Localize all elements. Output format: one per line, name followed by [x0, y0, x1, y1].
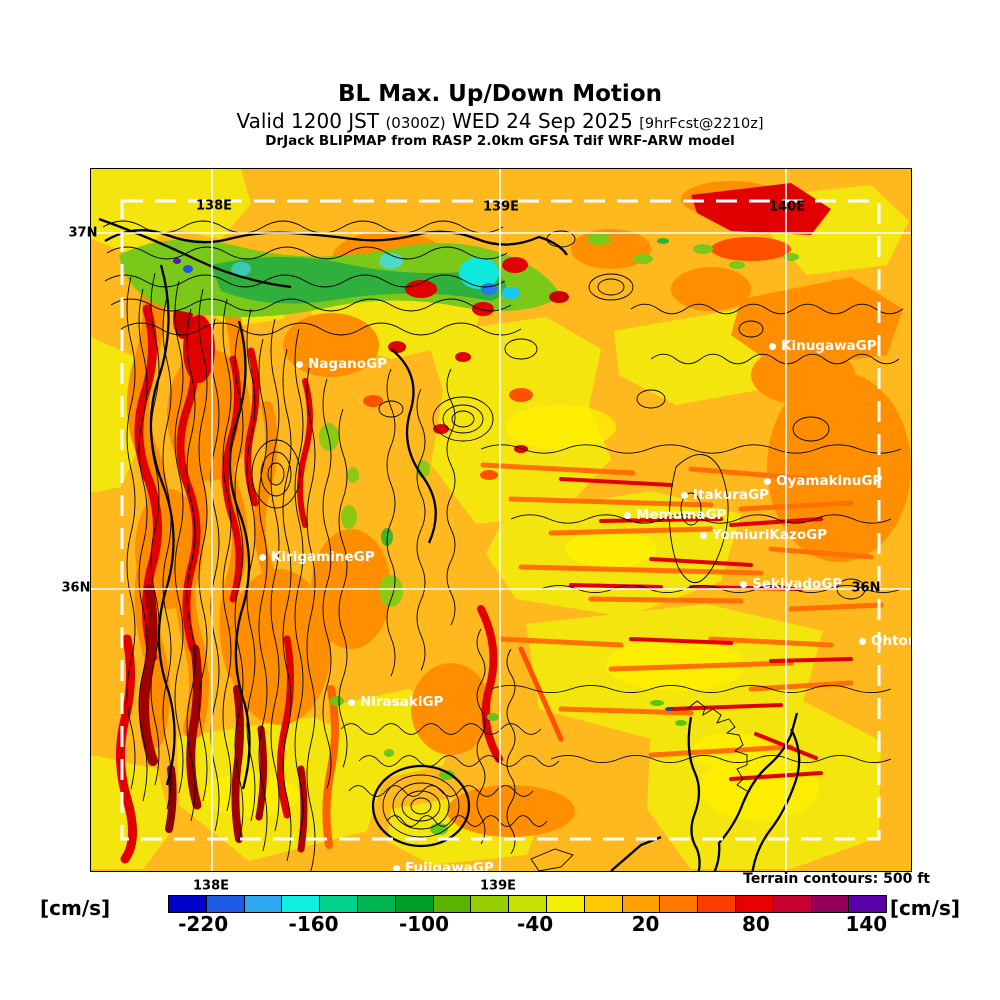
grid-label: 139E	[482, 199, 520, 215]
valid-time-main: Valid 1200 JST	[236, 108, 386, 133]
colorbar-segment	[281, 896, 320, 912]
colorbar-tick: 80	[742, 912, 770, 936]
colorbar-tick: -160	[288, 912, 339, 936]
grid-label: 36N	[61, 580, 91, 596]
station-dot-icon	[296, 360, 303, 368]
blipmap-map: NaganoGP KirigamineGP NirasakiGP FujigawaGP…	[90, 168, 912, 872]
station-label: YomiuriKazoGP	[700, 527, 827, 543]
colorbar-segment	[583, 896, 622, 912]
station-label: NaganoGP	[296, 356, 387, 372]
colorbar-segment	[319, 896, 357, 912]
grid-label: 36N	[851, 580, 881, 596]
station-dot-icon	[700, 531, 707, 539]
station-dot-icon	[681, 491, 688, 499]
station-label: NirasakiGP	[348, 694, 443, 710]
terrain-map	[91, 169, 911, 871]
station-label: OhtoneGP	[859, 633, 911, 649]
colorbar-segment	[810, 896, 849, 912]
grid-label: 138E	[195, 198, 233, 214]
station-label: OyamakinuGP	[764, 473, 882, 489]
colorbar-segment	[734, 896, 773, 912]
model-domain-dashed-box	[120, 199, 881, 841]
colorbar-segment	[432, 896, 471, 912]
station-label: ItakuraGP	[681, 487, 769, 503]
station-label: KinugawaGP	[769, 338, 877, 354]
station-label: MemumaGP	[624, 507, 726, 523]
station-dot-icon	[393, 864, 400, 871]
colorbar-segment	[772, 896, 811, 912]
colorbar-unit-left: [cm/s]	[40, 896, 111, 920]
grid-label: 139E	[479, 878, 517, 894]
station-dot-icon	[259, 553, 266, 561]
station-label: KirigamineGP	[259, 549, 375, 565]
station-layer: NaganoGP KirigamineGP NirasakiGP FujigawaGP…	[91, 169, 911, 871]
station-dot-icon	[740, 580, 747, 588]
colorbar-segment	[356, 896, 395, 912]
colorbar-segment	[659, 896, 698, 912]
station-dot-icon	[348, 698, 355, 706]
colorbar-segment	[545, 896, 584, 912]
grid-label: 140E	[768, 199, 806, 215]
colorbar-tick: -220	[178, 912, 229, 936]
colorbar-segment	[205, 896, 244, 912]
valid-time-line: Valid 1200 JST (0300Z) WED 24 Sep 2025 […	[0, 110, 1000, 132]
colorbar-segment	[394, 896, 433, 912]
station-dot-icon	[769, 342, 776, 350]
colorbar-tick: -100	[398, 912, 449, 936]
colorbar-tick: 20	[631, 912, 660, 936]
grid-label: 37N	[68, 225, 98, 241]
colorbar-segment	[169, 896, 206, 912]
colorbar-segment	[621, 896, 660, 912]
colorbar-tick: -40	[517, 912, 554, 936]
station-dot-icon	[764, 477, 771, 485]
colorbar-segment	[470, 896, 509, 912]
page-title: BL Max. Up/Down Motion	[338, 81, 662, 107]
terrain-contours-note: Terrain contours: 500 ft	[743, 871, 930, 887]
colorbar-segment	[697, 896, 735, 912]
colorbar-unit-right: [cm/s]	[889, 896, 960, 920]
colorbar	[168, 895, 887, 913]
title-block: BL Max. Up/Down Motion Valid 1200 JST (0…	[0, 81, 1000, 150]
latlon-gridlines	[91, 169, 911, 871]
station-label: FujigawaGP	[393, 860, 494, 871]
forecast-cycle: [9hrFcst@2210z]	[639, 115, 764, 132]
grid-label: 138E	[192, 878, 230, 894]
colorbar-segment	[243, 896, 282, 912]
colorbar-segment	[848, 896, 887, 912]
model-source-line: DrJack BLIPMAP from RASP 2.0km GFSA Tdif…	[265, 133, 735, 150]
valid-time-utc: (0300Z)	[385, 113, 446, 132]
colorbar-segment	[508, 896, 546, 912]
valid-time-date: WED 24 Sep 2025	[445, 108, 640, 133]
station-label: SekiyadoGP	[740, 576, 842, 592]
colorbar-tick: 140	[845, 912, 888, 936]
station-dot-icon	[624, 511, 631, 519]
station-dot-icon	[859, 637, 866, 645]
